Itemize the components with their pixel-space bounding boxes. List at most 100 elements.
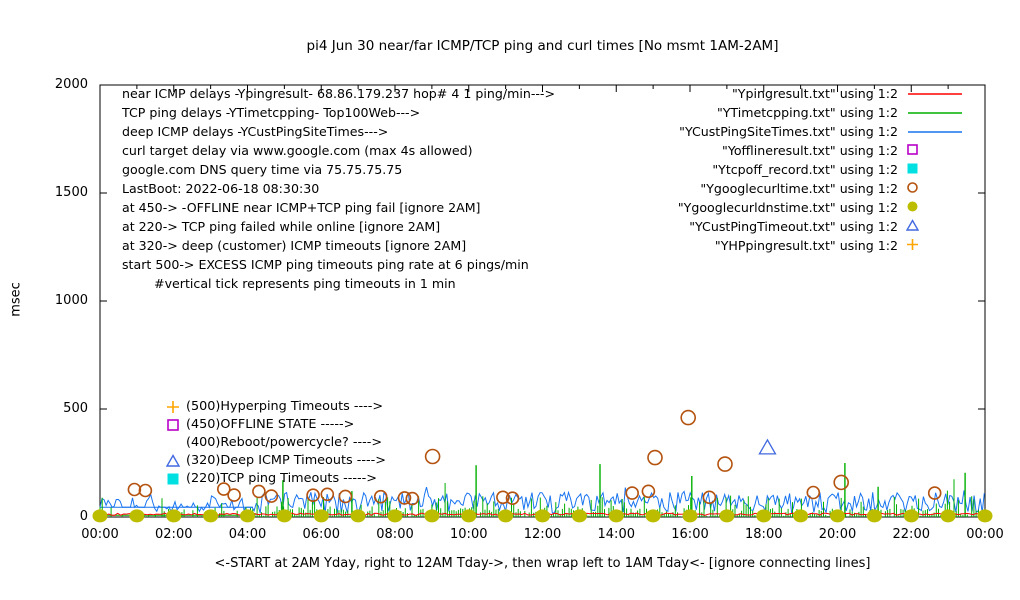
data-point <box>682 509 698 523</box>
callout-marker-plus <box>166 400 182 414</box>
y-tick-label: 500 <box>63 401 88 416</box>
annotation-line: near ICMP delays -Ypingresult- 68.86.179… <box>122 86 556 101</box>
x-axis-label: <-START at 2AM Yday, right to 12AM Tday-… <box>214 556 871 571</box>
legend-line-sample <box>908 92 962 95</box>
open-square-icon <box>167 419 179 431</box>
data-point-triangle <box>758 438 777 455</box>
data-point-outlier <box>717 456 733 472</box>
x-tick-label: 10:00 <box>450 527 488 542</box>
plot-annotations: near ICMP delays -Ypingresult- 68.86.179… <box>122 84 555 293</box>
legend-row: "Ygooglecurldnstime.txt" using 1:2 <box>678 198 964 217</box>
data-point <box>903 509 919 523</box>
x-tick-label: 20:00 <box>818 527 857 542</box>
data-point-outlier <box>647 449 663 466</box>
x-tick-label: 04:00 <box>228 527 267 542</box>
legend-swatch-line <box>906 106 964 120</box>
annotation-line: TCP ping delays -YTimetcpping- Top100Web… <box>122 105 421 120</box>
data-point <box>350 509 366 523</box>
callout-row: (320)Deep ICMP Timeouts ----> <box>166 452 386 470</box>
data-point <box>977 509 993 523</box>
data-point <box>240 509 255 523</box>
y-tick-label: 0 <box>79 509 88 524</box>
x-tick-label: 18:00 <box>745 527 783 542</box>
callout-marker-open-triangle <box>166 454 182 468</box>
open-circle-icon <box>907 182 918 193</box>
data-point <box>571 509 587 523</box>
x-tick-label: 08:00 <box>376 527 414 542</box>
annotation-line: at 450-> -OFFLINE near ICMP+TCP ping fai… <box>122 200 481 215</box>
legend-swatch-open-square <box>906 141 964 160</box>
legend-line-sample <box>908 111 962 114</box>
legend-row: "YCustPingSiteTimes.txt" using 1:2 <box>679 122 964 141</box>
callout-row: (450)OFFLINE STATE -----> <box>166 416 354 434</box>
y-tick-label: 1000 <box>54 293 88 308</box>
data-point <box>320 487 335 502</box>
data-point <box>461 509 477 523</box>
legend-swatch-line <box>906 87 964 101</box>
data-point <box>756 509 772 523</box>
data-point <box>338 489 353 504</box>
legend-row: "Ypingresult.txt" using 1:2 <box>732 84 964 103</box>
legend-swatch-line <box>906 125 964 139</box>
data-point <box>424 509 440 523</box>
open-triangle-icon <box>906 219 919 231</box>
legend-label: "Ypingresult.txt" using 1:2 <box>732 86 898 101</box>
legend-line-sample <box>908 130 962 133</box>
annotation-line: deep ICMP delays -YCustPingSiteTimes---> <box>122 124 389 139</box>
x-tick-label: 12:00 <box>523 527 562 542</box>
plus-icon <box>167 401 179 413</box>
data-point <box>92 509 108 523</box>
data-point-outlier <box>833 474 850 491</box>
data-point <box>641 484 656 499</box>
plus-icon <box>907 239 918 250</box>
data-point <box>830 509 845 523</box>
legend-row: "YTimetcpping.txt" using 1:2 <box>717 103 964 122</box>
filled-square-icon <box>907 163 918 174</box>
data-point <box>505 491 520 506</box>
open-triangle-icon <box>166 454 180 467</box>
x-tick-label: 22:00 <box>892 527 930 542</box>
legend-row: "YCustPingTimeout.txt" using 1:2 <box>689 217 964 236</box>
callout-label: (220)TCP ping Timeouts -----> <box>186 471 377 486</box>
x-tick-label: 00:00 <box>81 527 119 542</box>
annotation-line: at 220-> TCP ping failed while online [i… <box>122 219 441 234</box>
series-deep-icmp <box>99 486 985 514</box>
callout-row: (400)Reboot/powercycle? ----> <box>166 434 382 452</box>
legend-label: "YCustPingTimeout.txt" using 1:2 <box>689 219 898 234</box>
callout-marker-filled-square <box>166 472 182 486</box>
annotation-line: curl target delay via www.google.com (ma… <box>122 143 473 158</box>
legend-swatch-filled-square <box>906 160 964 179</box>
annotation-line: #vertical tick represents ping timeouts … <box>122 276 456 291</box>
data-point <box>806 485 821 500</box>
series-cust-ping-timeout <box>758 438 777 455</box>
legend-label: "YCustPingSiteTimes.txt" using 1:2 <box>679 124 898 139</box>
callout-row: (500)Hyperping Timeouts ----> <box>166 398 383 416</box>
x-tick-label: 16:00 <box>671 527 709 542</box>
legend-swatch-open-triangle <box>906 217 964 236</box>
chart-title: pi4 Jun 30 near/far ICMP/TCP ping and cu… <box>306 38 779 54</box>
legend-row: "Ytcpoff_record.txt" using 1:2 <box>712 160 964 179</box>
tcp-ping-tall-spikes <box>282 463 966 517</box>
data-point <box>373 489 388 504</box>
legend-label: "Yofflineresult.txt" using 1:2 <box>722 143 898 158</box>
filled-square-icon <box>167 473 179 485</box>
data-point <box>793 509 809 523</box>
legend-swatch-open-circle <box>906 179 964 198</box>
data-point <box>217 482 231 496</box>
data-point <box>608 509 624 523</box>
data-point <box>498 509 514 523</box>
annotation-line: LastBoot: 2022-06-18 08:30:30 <box>122 181 320 196</box>
data-point <box>535 509 550 523</box>
data-point <box>719 509 735 523</box>
data-point <box>252 484 266 499</box>
legend-label: "Ygooglecurldnstime.txt" using 1:2 <box>677 200 898 215</box>
legend-label: "Ygooglecurltime.txt" using 1:2 <box>700 181 898 196</box>
data-point <box>313 509 329 523</box>
data-point <box>387 509 403 523</box>
x-tick-label: 06:00 <box>302 527 340 542</box>
data-point-outlier <box>680 409 697 426</box>
data-point <box>203 509 219 523</box>
data-point <box>129 509 145 523</box>
callout-label: (450)OFFLINE STATE -----> <box>186 417 355 432</box>
